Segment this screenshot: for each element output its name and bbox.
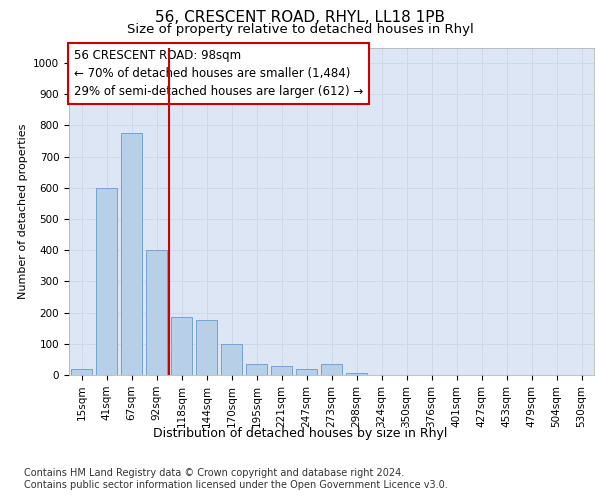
- Text: 56 CRESCENT ROAD: 98sqm
← 70% of detached houses are smaller (1,484)
29% of semi: 56 CRESCENT ROAD: 98sqm ← 70% of detache…: [74, 49, 364, 98]
- Text: Size of property relative to detached houses in Rhyl: Size of property relative to detached ho…: [127, 22, 473, 36]
- Text: Distribution of detached houses by size in Rhyl: Distribution of detached houses by size …: [153, 428, 447, 440]
- Bar: [346, 374, 367, 375]
- Bar: [246, 364, 267, 375]
- Bar: [71, 369, 92, 375]
- Bar: [221, 344, 242, 375]
- Bar: [296, 369, 317, 375]
- Bar: [96, 188, 117, 375]
- Bar: [121, 134, 142, 375]
- Bar: [271, 366, 292, 375]
- Bar: [171, 318, 192, 375]
- Text: 56, CRESCENT ROAD, RHYL, LL18 1PB: 56, CRESCENT ROAD, RHYL, LL18 1PB: [155, 10, 445, 25]
- Bar: [196, 320, 217, 375]
- Bar: [146, 250, 167, 375]
- Bar: [321, 364, 342, 375]
- Text: Contains public sector information licensed under the Open Government Licence v3: Contains public sector information licen…: [24, 480, 448, 490]
- Text: Contains HM Land Registry data © Crown copyright and database right 2024.: Contains HM Land Registry data © Crown c…: [24, 468, 404, 477]
- Y-axis label: Number of detached properties: Number of detached properties: [17, 124, 28, 299]
